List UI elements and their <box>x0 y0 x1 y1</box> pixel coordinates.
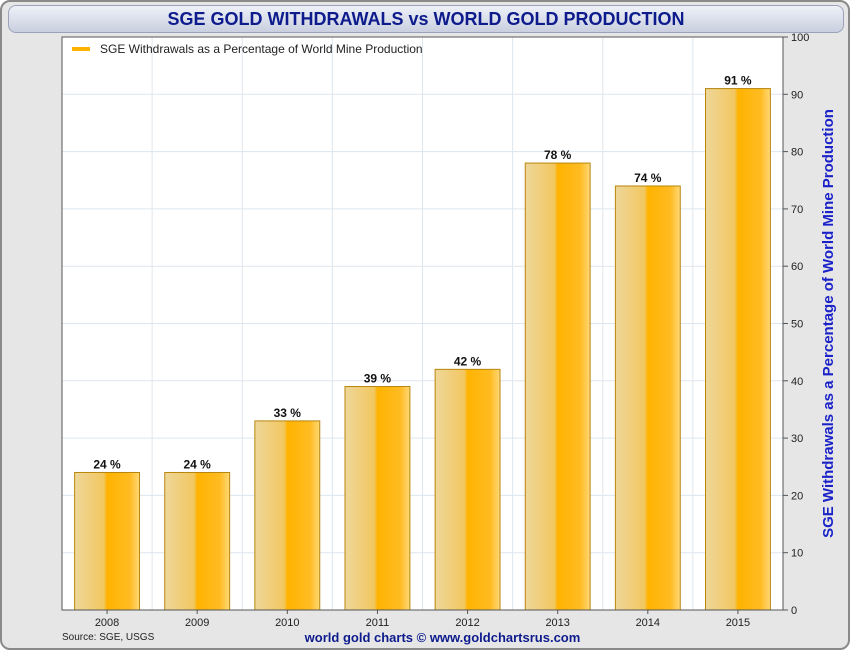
x-tick-label: 2011 <box>366 617 390 629</box>
data-label-2015: 91 % <box>724 74 752 88</box>
y-tick-label: 20 <box>791 490 803 502</box>
y-tick-label: 10 <box>791 548 803 560</box>
x-tick-label: 2012 <box>455 617 479 629</box>
y-tick-label: 50 <box>791 319 803 331</box>
y-tick-label: 100 <box>791 32 809 44</box>
data-label-2011: 39 % <box>364 372 392 386</box>
y-axis-label: SGE Withdrawals as a Percentage of World… <box>820 109 837 538</box>
x-tick-label: 2008 <box>95 617 119 629</box>
data-label-2013: 78 % <box>544 148 572 162</box>
data-label-2009: 24 % <box>184 457 212 471</box>
data-label-2012: 42 % <box>454 354 482 368</box>
y-tick-label: 30 <box>791 433 803 445</box>
x-tick-label: 2010 <box>275 617 299 629</box>
axes: 0 10 20 30 40 50 60 70 80 90 100 2008 2009 2010 2011 20… <box>61 32 809 629</box>
bar-2012 <box>434 368 501 611</box>
credit-text: world gold charts © www.goldchartsrus.co… <box>304 630 581 645</box>
bar-2008 <box>74 471 141 611</box>
title-bar: SGE GOLD WITHDRAWALS vs WORLD GOLD PRODU… <box>8 5 844 33</box>
legend-label: SGE Withdrawals as a Percentage of World… <box>100 42 423 56</box>
y-tick-label: 70 <box>791 204 803 216</box>
bar-2009 <box>164 471 231 611</box>
bar-2014 <box>614 185 681 611</box>
legend: SGE Withdrawals as a Percentage of World… <box>72 42 423 56</box>
bar-2013 <box>524 162 591 611</box>
bars: 24 % 24 % 33 % 39 % 42 % 78 % 74 % 91 % <box>74 74 771 611</box>
data-label-2014: 74 % <box>634 171 662 185</box>
y-tick-label: 80 <box>791 147 803 159</box>
chart-title: SGE GOLD WITHDRAWALS vs WORLD GOLD PRODU… <box>167 9 685 29</box>
y-tick-label: 60 <box>791 261 803 273</box>
bar-2015 <box>704 88 771 611</box>
bar-2011 <box>344 386 411 611</box>
y-tick-label: 90 <box>791 89 803 101</box>
data-label-2010: 33 % <box>274 406 302 420</box>
source-note: Source: SGE, USGS <box>62 632 155 643</box>
x-tick-label: 2013 <box>545 617 569 629</box>
data-label-2008: 24 % <box>93 457 121 471</box>
bar-2010 <box>254 420 321 611</box>
x-tick-label: 2015 <box>726 617 750 629</box>
y-tick-label: 0 <box>791 605 797 617</box>
x-tick-label: 2009 <box>185 617 209 629</box>
legend-swatch <box>72 47 90 51</box>
y-tick-label: 40 <box>791 376 803 388</box>
x-tick-label: 2014 <box>636 617 660 629</box>
